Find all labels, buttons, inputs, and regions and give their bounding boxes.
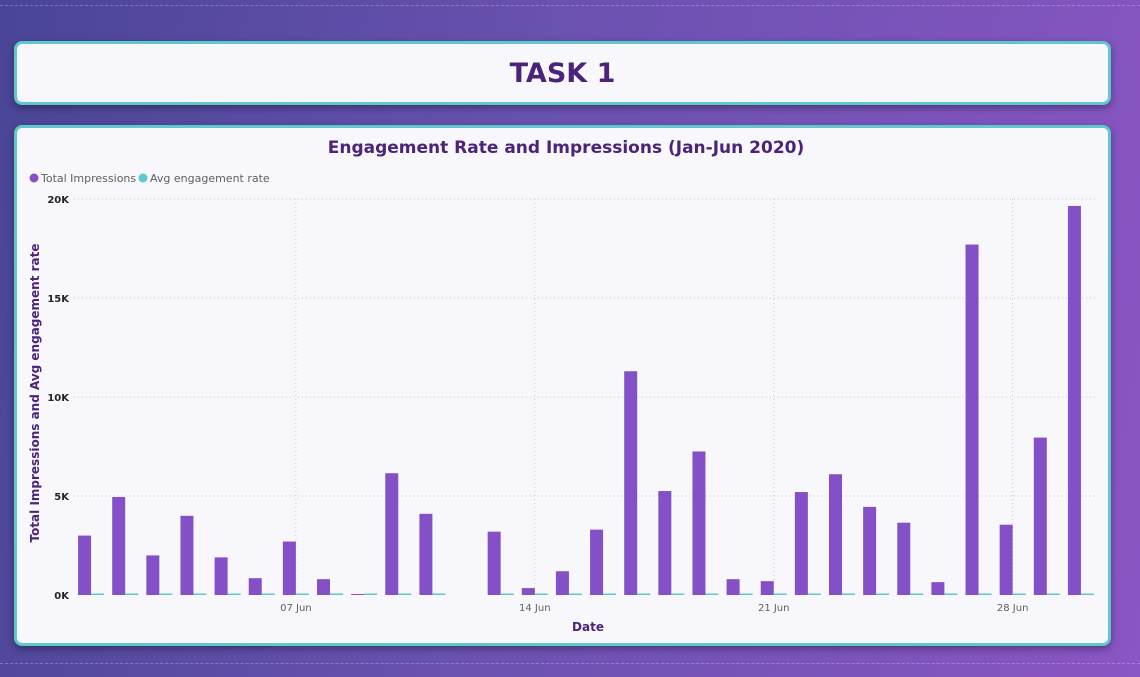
y-axis-ticks: 0K 5K 10K 15K 20K — [47, 195, 70, 602]
bar-impressions[interactable] — [590, 529, 604, 595]
bars[interactable] — [78, 205, 1094, 596]
bar-impressions[interactable] — [180, 515, 194, 595]
page-title: TASK 1 — [509, 57, 616, 89]
bar-engagement[interactable] — [261, 593, 275, 596]
bar-engagement[interactable] — [876, 593, 890, 596]
x-tick-label: 28 Jun — [997, 603, 1029, 614]
bar-engagement[interactable] — [227, 593, 241, 596]
bar-impressions[interactable] — [214, 557, 228, 595]
bar-impressions[interactable] — [282, 541, 296, 595]
bar-impressions[interactable] — [624, 371, 638, 595]
bar-impressions[interactable] — [726, 579, 740, 595]
bar-engagement[interactable] — [773, 593, 787, 596]
bar-engagement[interactable] — [500, 593, 514, 596]
chart-title: Engagement Rate and Impressions (Jan-Jun… — [328, 138, 805, 158]
bottom-divider — [0, 663, 1140, 664]
bar-impressions[interactable] — [351, 594, 365, 595]
bar-engagement[interactable] — [534, 593, 548, 596]
x-tick-label: 21 Jun — [758, 603, 790, 614]
bar-impressions[interactable] — [487, 531, 501, 595]
y-tick-label: 10K — [47, 393, 70, 404]
bar-engagement[interactable] — [910, 593, 924, 596]
bar-impressions[interactable] — [385, 473, 399, 595]
legend-label-engagement: Avg engagement rate — [150, 172, 270, 185]
bar-impressions[interactable] — [829, 474, 842, 595]
gridlines — [74, 198, 1098, 595]
bar-impressions[interactable] — [965, 244, 979, 595]
bar-impressions[interactable] — [146, 555, 160, 595]
bar-impressions[interactable] — [1033, 437, 1047, 595]
bar-engagement[interactable] — [1012, 593, 1026, 596]
bar-engagement[interactable] — [1046, 593, 1060, 596]
x-tick-label: 14 Jun — [519, 603, 551, 614]
bar-engagement[interactable] — [91, 593, 105, 596]
chart-card[interactable]: Engagement Rate and Impressions (Jan-Jun… — [14, 125, 1111, 646]
bar-engagement[interactable] — [842, 593, 855, 596]
legend-label-impressions: Total Impressions — [40, 172, 136, 185]
bar-engagement[interactable] — [944, 593, 958, 596]
bar-impressions[interactable] — [931, 582, 945, 595]
bar-engagement[interactable] — [568, 593, 582, 596]
bar-engagement[interactable] — [603, 593, 617, 596]
bar-engagement[interactable] — [295, 593, 309, 596]
bar-engagement[interactable] — [398, 593, 412, 596]
y-axis-title: Total Impressions and Avg engagement rat… — [28, 243, 42, 542]
bar-impressions[interactable] — [248, 578, 262, 595]
y-tick-label: 0K — [54, 591, 70, 602]
legend-dot-engagement — [138, 173, 148, 183]
bar-engagement[interactable] — [330, 593, 343, 596]
bar-engagement[interactable] — [432, 593, 446, 596]
y-tick-label: 15K — [47, 294, 70, 305]
y-tick-label: 20K — [47, 195, 70, 206]
chart-svg[interactable]: Engagement Rate and Impressions (Jan-Jun… — [17, 128, 1108, 643]
bar-impressions[interactable] — [317, 579, 330, 595]
bar-engagement[interactable] — [364, 593, 378, 596]
bar-engagement[interactable] — [125, 593, 139, 596]
bar-engagement[interactable] — [637, 593, 651, 596]
bar-impressions[interactable] — [555, 571, 569, 595]
bar-impressions[interactable] — [521, 588, 535, 595]
x-tick-label: 07 Jun — [280, 603, 312, 614]
bar-engagement[interactable] — [739, 593, 753, 596]
bar-engagement[interactable] — [807, 593, 821, 596]
bar-impressions[interactable] — [658, 491, 672, 595]
bar-impressions[interactable] — [419, 513, 433, 595]
legend[interactable]: Total Impressions Avg engagement rate — [29, 172, 270, 185]
bar-impressions[interactable] — [692, 451, 706, 595]
title-card: TASK 1 — [14, 41, 1111, 105]
bar-impressions[interactable] — [999, 524, 1013, 595]
legend-dot-impressions — [29, 173, 39, 183]
bar-impressions[interactable] — [112, 496, 126, 595]
bar-impressions[interactable] — [1067, 205, 1081, 595]
bar-engagement[interactable] — [193, 593, 207, 596]
bar-engagement[interactable] — [159, 593, 173, 596]
bar-engagement[interactable] — [978, 593, 992, 596]
bar-impressions[interactable] — [760, 581, 774, 595]
legend-item-impressions[interactable]: Total Impressions — [29, 172, 137, 185]
bar-engagement[interactable] — [671, 593, 685, 596]
x-axis-title: Date — [572, 620, 604, 634]
legend-item-engagement[interactable]: Avg engagement rate — [138, 172, 270, 185]
bar-impressions[interactable] — [863, 506, 877, 595]
bar-impressions[interactable] — [897, 522, 911, 595]
bar-engagement[interactable] — [1080, 593, 1094, 596]
y-tick-label: 5K — [54, 492, 70, 503]
x-axis-ticks: 07 Jun 14 Jun 21 Jun 28 Jun — [280, 603, 1028, 614]
bar-impressions[interactable] — [794, 492, 808, 595]
bar-impressions[interactable] — [78, 535, 92, 595]
top-divider — [0, 5, 1140, 6]
bar-engagement[interactable] — [705, 593, 719, 596]
